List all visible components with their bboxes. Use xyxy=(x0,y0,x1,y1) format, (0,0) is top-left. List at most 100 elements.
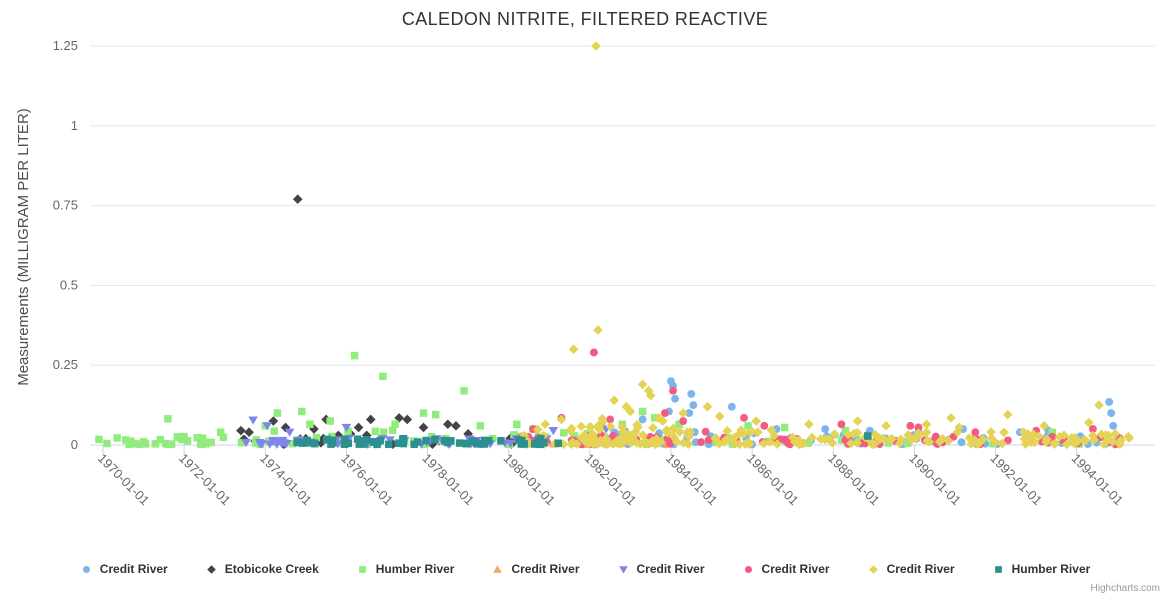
data-point[interactable] xyxy=(648,423,658,433)
data-point[interactable] xyxy=(780,423,789,432)
data-point[interactable] xyxy=(638,415,647,424)
data-point[interactable] xyxy=(422,436,430,445)
data-point[interactable] xyxy=(662,427,673,438)
data-point[interactable] xyxy=(679,417,688,425)
data-point[interactable] xyxy=(513,420,521,428)
data-point[interactable] xyxy=(1096,429,1107,440)
data-point[interactable] xyxy=(391,420,399,428)
data-point[interactable] xyxy=(710,433,720,444)
data-point[interactable] xyxy=(1003,436,1012,445)
data-point[interactable] xyxy=(394,413,404,423)
data-point[interactable] xyxy=(402,414,413,425)
data-point[interactable] xyxy=(1109,421,1118,430)
data-point[interactable] xyxy=(139,438,148,446)
data-point[interactable] xyxy=(972,439,983,449)
data-point[interactable] xyxy=(292,194,303,205)
data-point[interactable] xyxy=(625,406,636,417)
data-point[interactable] xyxy=(329,437,337,445)
data-point[interactable] xyxy=(284,428,295,437)
data-point[interactable] xyxy=(1054,432,1065,442)
data-point[interactable] xyxy=(540,419,551,430)
data-point[interactable] xyxy=(326,417,334,425)
data-point[interactable] xyxy=(379,372,387,381)
data-point[interactable] xyxy=(1002,409,1013,420)
data-point[interactable] xyxy=(556,414,567,425)
data-point[interactable] xyxy=(576,421,587,432)
data-point[interactable] xyxy=(207,438,215,447)
data-point[interactable] xyxy=(591,41,601,51)
data-point[interactable] xyxy=(476,422,485,430)
data-point[interactable] xyxy=(660,409,669,418)
data-point[interactable] xyxy=(413,438,422,446)
data-point[interactable] xyxy=(881,421,891,431)
legend-item-3[interactable]: Credit River xyxy=(491,562,580,576)
data-point[interactable] xyxy=(689,401,698,410)
data-point[interactable] xyxy=(1028,429,1039,440)
data-point[interactable] xyxy=(759,438,769,449)
data-point[interactable] xyxy=(460,386,468,395)
legend-item-1[interactable]: Etobicoke Creek xyxy=(205,562,319,576)
data-point[interactable] xyxy=(714,411,725,422)
data-point[interactable] xyxy=(441,437,449,445)
data-point[interactable] xyxy=(593,325,603,335)
data-point[interactable] xyxy=(270,427,278,435)
data-point[interactable] xyxy=(1105,397,1114,406)
data-point[interactable] xyxy=(248,416,258,425)
data-point[interactable] xyxy=(740,413,748,422)
data-point[interactable] xyxy=(669,386,677,395)
data-point[interactable] xyxy=(264,440,275,449)
data-point[interactable] xyxy=(566,423,577,434)
data-point[interactable] xyxy=(560,429,568,437)
data-point[interactable] xyxy=(371,427,380,436)
data-point[interactable] xyxy=(704,436,713,444)
data-point[interactable] xyxy=(878,433,889,444)
legend-item-2[interactable]: Humber River xyxy=(356,562,454,576)
data-point[interactable] xyxy=(997,438,1007,449)
data-point[interactable] xyxy=(914,423,923,432)
data-point[interactable] xyxy=(1116,435,1126,445)
data-point[interactable] xyxy=(497,436,505,445)
legend-item-5[interactable]: Credit River xyxy=(742,562,830,576)
data-point[interactable] xyxy=(740,439,751,449)
data-point[interactable] xyxy=(685,409,694,418)
data-point[interactable] xyxy=(734,439,745,450)
data-point[interactable] xyxy=(388,426,397,435)
data-point[interactable] xyxy=(1080,435,1091,446)
data-point[interactable] xyxy=(341,423,352,433)
data-point[interactable] xyxy=(772,439,783,449)
data-point[interactable] xyxy=(751,416,761,426)
data-point[interactable] xyxy=(127,437,135,445)
data-point[interactable] xyxy=(554,439,563,447)
data-point[interactable] xyxy=(1073,436,1083,447)
data-point[interactable] xyxy=(1107,409,1116,418)
data-point[interactable] xyxy=(462,439,471,448)
data-point[interactable] xyxy=(618,427,628,437)
data-point[interactable] xyxy=(722,426,732,436)
data-point[interactable] xyxy=(298,439,307,447)
data-point[interactable] xyxy=(451,421,461,431)
data-point[interactable] xyxy=(384,440,393,449)
data-point[interactable] xyxy=(852,416,863,426)
legend-item-4[interactable]: Credit River xyxy=(617,562,705,576)
data-point[interactable] xyxy=(971,428,980,437)
data-point[interactable] xyxy=(1084,417,1094,428)
data-point[interactable] xyxy=(219,433,228,441)
data-point[interactable] xyxy=(701,427,710,436)
data-point[interactable] xyxy=(536,440,544,449)
data-point[interactable] xyxy=(418,422,429,433)
data-point[interactable] xyxy=(419,409,428,417)
data-point[interactable] xyxy=(480,436,489,445)
data-point[interactable] xyxy=(1088,430,1098,441)
data-point[interactable] xyxy=(843,429,853,440)
data-point[interactable] xyxy=(827,437,838,448)
data-point[interactable] xyxy=(653,413,664,423)
data-point[interactable] xyxy=(849,428,860,439)
data-point[interactable] xyxy=(678,408,688,418)
data-point[interactable] xyxy=(568,344,579,355)
data-point[interactable] xyxy=(385,436,395,445)
data-point[interactable] xyxy=(1088,425,1097,433)
data-point[interactable] xyxy=(702,401,713,412)
data-point[interactable] xyxy=(910,433,921,444)
data-point[interactable] xyxy=(638,407,647,416)
data-point[interactable] xyxy=(277,436,288,446)
